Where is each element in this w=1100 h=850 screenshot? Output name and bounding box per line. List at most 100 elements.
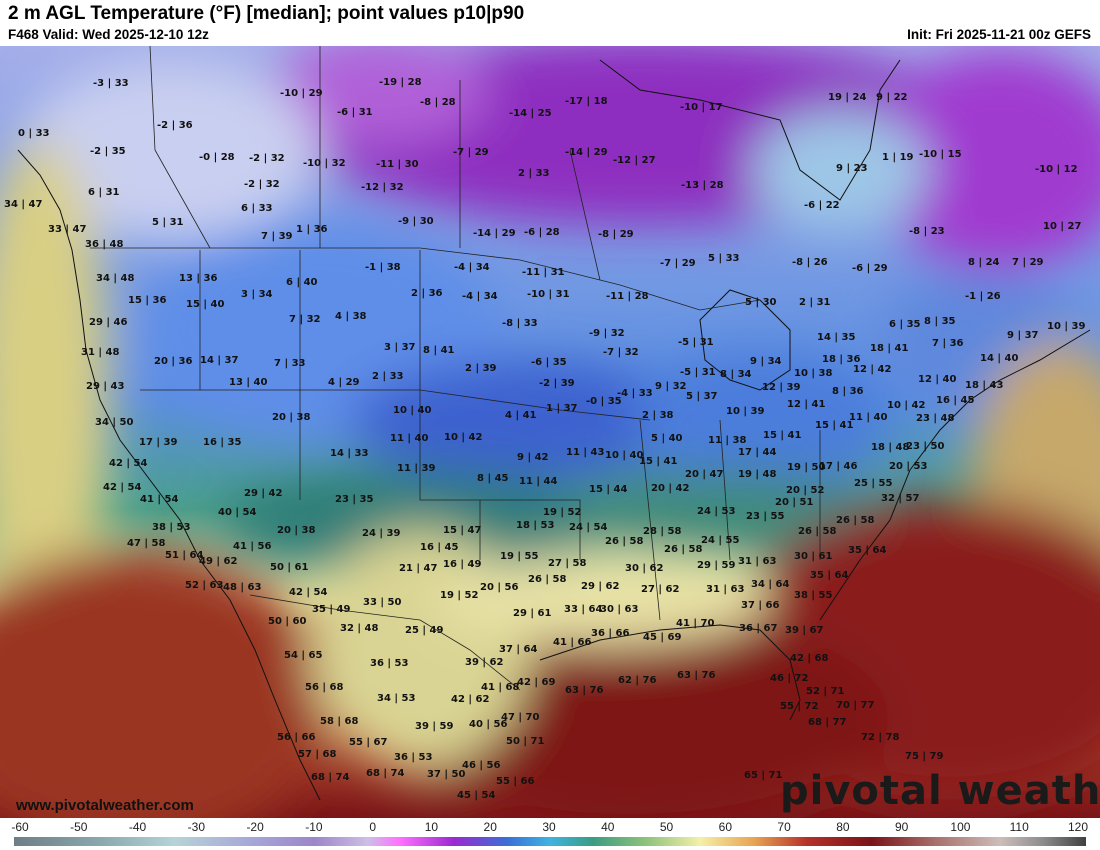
point-value: -11 | 30 [376, 159, 419, 170]
color-scale-tick: 90 [894, 820, 909, 834]
point-value: 23 | 50 [906, 441, 944, 452]
point-value: 6 | 35 [889, 319, 921, 330]
point-value: 68 | 74 [311, 772, 349, 783]
color-scale-tick: 20 [483, 820, 497, 834]
color-scale-tick: 110 [1009, 820, 1029, 834]
color-scale-tick: 40 [601, 820, 615, 834]
point-value: 1 | 36 [296, 224, 328, 235]
point-value: 10 | 40 [605, 450, 643, 461]
point-value: 50 | 71 [506, 736, 544, 747]
point-value: 10 | 39 [1047, 321, 1085, 332]
point-value: -2 | 32 [244, 179, 280, 190]
point-value: 68 | 77 [808, 717, 846, 728]
point-value: 19 | 52 [440, 590, 478, 601]
point-value: 29 | 59 [697, 560, 735, 571]
point-value: 47 | 70 [501, 712, 539, 723]
temperature-map[interactable]: -3 | 33 0 | 33 -2 | 35 6 | 31 34 | 47 33 | 47… [0, 46, 1100, 818]
point-value: 12 | 41 [787, 399, 825, 410]
point-value: 7 | 32 [289, 314, 321, 325]
point-value: -6 | 28 [524, 227, 560, 238]
point-value: -2 | 32 [249, 153, 285, 164]
point-value: 35 | 49 [312, 604, 350, 615]
point-value: 16 | 45 [420, 542, 458, 553]
point-value: 18 | 43 [965, 380, 1003, 391]
color-scale-tick: 70 [777, 820, 791, 834]
point-value: -4 | 34 [454, 262, 490, 273]
point-value: -12 | 32 [361, 182, 404, 193]
map-title: 2 m AGL Temperature (°F) [median]; point… [8, 3, 525, 24]
point-value: 52 | 71 [806, 686, 844, 697]
point-value: 16 | 49 [443, 559, 481, 570]
header: 2 m AGL Temperature (°F) [median]; point… [0, 0, 1100, 46]
point-value: 10 | 42 [444, 432, 482, 443]
point-value: 18 | 48 [871, 442, 909, 453]
point-value: 26 | 58 [798, 526, 836, 537]
point-value: -0 | 35 [586, 396, 622, 407]
color-scale-tick: -10 [305, 820, 323, 834]
valid-time: F468 Valid: Wed 2025-12-10 12z [8, 27, 209, 42]
point-value: 15 | 44 [589, 484, 627, 495]
point-value: 18 | 36 [822, 354, 860, 365]
point-value: 14 | 37 [200, 355, 238, 366]
point-value: -10 | 31 [527, 289, 570, 300]
point-value: 29 | 61 [513, 608, 551, 619]
point-value: 18 | 53 [516, 520, 554, 531]
point-value: 0 | 33 [18, 128, 50, 139]
point-value: 38 | 55 [794, 590, 832, 601]
point-value: -8 | 33 [502, 318, 538, 329]
point-value: 25 | 55 [854, 478, 892, 489]
point-value: 26 | 58 [605, 536, 643, 547]
point-value: 20 | 36 [154, 356, 192, 367]
point-value: 68 | 74 [366, 768, 404, 779]
point-value: 27 | 58 [548, 558, 586, 569]
point-value: 8 | 35 [924, 316, 956, 327]
point-value: 32 | 48 [340, 623, 378, 634]
point-value: 23 | 55 [746, 511, 784, 522]
point-value: -2 | 35 [90, 146, 126, 157]
website-credit[interactable]: www.pivotalweather.com [16, 797, 194, 814]
color-scale: -60 -50 -40 -30 -20 -10 0 10 20 30 40 50 60 70 80 90 100… [0, 818, 1100, 850]
color-scale-tick: -30 [187, 820, 205, 834]
point-value: 2 | 36 [411, 288, 443, 299]
color-scale-tick: -60 [11, 820, 29, 834]
point-value: -4 | 34 [462, 291, 498, 302]
point-value: 15 | 40 [186, 299, 224, 310]
point-value: -0 | 28 [199, 152, 235, 163]
point-value: -10 | 32 [303, 158, 346, 169]
point-value: 9 | 42 [517, 452, 549, 463]
point-value: 39 | 67 [785, 625, 823, 636]
point-value: 10 | 39 [726, 406, 764, 417]
point-value: 39 | 62 [465, 657, 503, 668]
point-value: 75 | 79 [905, 751, 943, 762]
point-value: 24 | 54 [569, 522, 607, 533]
color-scale-tick: 80 [836, 820, 850, 834]
point-value: -10 | 15 [919, 149, 962, 160]
point-value: 34 | 64 [751, 579, 789, 590]
point-value: -19 | 28 [379, 77, 422, 88]
point-value: 50 | 60 [268, 616, 306, 627]
point-value: 14 | 40 [980, 353, 1018, 364]
point-value: 41 | 68 [481, 682, 519, 693]
point-value: 10 | 40 [393, 405, 431, 416]
point-value: 26 | 58 [664, 544, 702, 555]
point-value: 41 | 54 [140, 494, 178, 505]
color-scale-tick: 100 [950, 820, 971, 834]
point-value: 16 | 35 [203, 437, 241, 448]
point-value: 27 | 62 [641, 584, 679, 595]
point-value: 15 | 41 [763, 430, 801, 441]
point-value: -1 | 38 [365, 262, 401, 273]
point-value: 19 | 48 [738, 469, 776, 480]
point-value: 45 | 54 [457, 790, 495, 801]
point-value: 72 | 78 [861, 732, 899, 743]
point-value: 12 | 40 [918, 374, 956, 385]
point-value: 55 | 72 [780, 701, 818, 712]
color-scale-bar [14, 837, 1086, 846]
point-value: 2 | 31 [799, 297, 831, 308]
point-value: 4 | 38 [335, 311, 367, 322]
point-value: 10 | 38 [794, 368, 832, 379]
point-value: 45 | 69 [643, 632, 681, 643]
point-value: 70 | 77 [836, 700, 874, 711]
point-value: 15 | 47 [443, 525, 481, 536]
point-value: 40 | 54 [218, 507, 256, 518]
point-value: -7 | 32 [603, 347, 639, 358]
